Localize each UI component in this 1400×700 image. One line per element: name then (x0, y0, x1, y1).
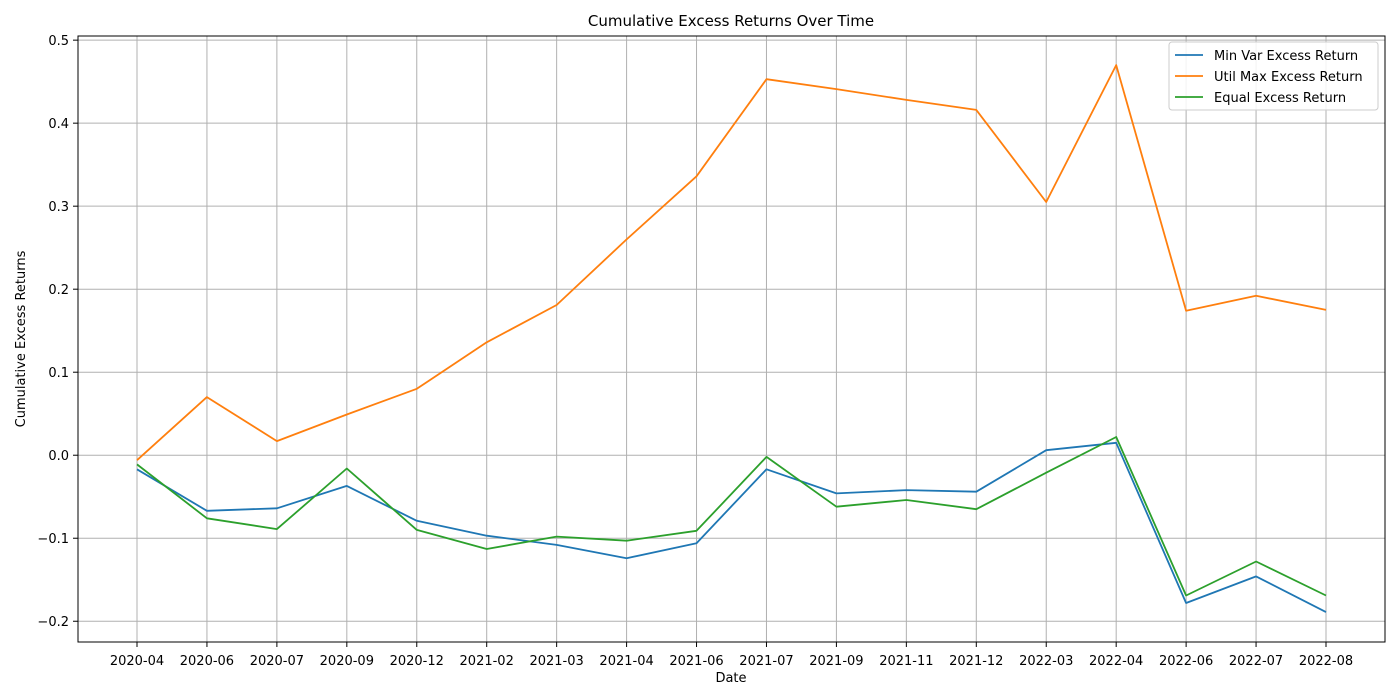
grid (78, 36, 1385, 642)
x-tick-label: 2021-02 (460, 654, 514, 669)
x-axis-title: Date (715, 671, 746, 686)
series-line-2 (136, 64, 1327, 461)
series-line-1 (136, 441, 1327, 613)
y-tick-label: −0.2 (37, 615, 69, 630)
y-tick-label: 0.2 (48, 283, 69, 298)
y-tick-label: 0.4 (48, 117, 69, 132)
x-tick-label: 2020-12 (390, 654, 444, 669)
legend-label: Util Max Excess Return (1214, 70, 1363, 85)
chart-title: Cumulative Excess Returns Over Time (588, 12, 874, 30)
x-tick-label: 2022-07 (1229, 654, 1283, 669)
legend-label: Min Var Excess Return (1214, 49, 1358, 64)
x-tick-label: 2022-03 (1019, 654, 1073, 669)
x-tick-label: 2022-08 (1299, 654, 1353, 669)
x-tick-label: 2021-06 (669, 654, 723, 669)
legend-box (1168, 41, 1379, 111)
x-tick-label: 2020-06 (180, 654, 234, 669)
x-tick-label: 2021-07 (739, 654, 793, 669)
y-axis-title: Cumulative Excess Returns (14, 250, 29, 427)
x-tick-label: 2020-07 (250, 654, 304, 669)
series-lines (136, 64, 1327, 613)
plot-frame (77, 35, 1386, 643)
y-tick-label: 0.1 (48, 366, 69, 381)
x-tick-label: 2021-09 (809, 654, 863, 669)
x-tick-label: 2021-04 (599, 654, 653, 669)
x-tick-label: 2020-04 (110, 654, 164, 669)
x-tick-label: 2020-09 (320, 654, 374, 669)
legend: Min Var Excess Return Util Max Excess Ret… (1168, 41, 1379, 111)
y-axis-ticks: −0.2 −0.1 0.0 0.1 0.2 0.3 0.4 0.5 (37, 34, 78, 630)
x-tick-label: 2021-12 (949, 654, 1003, 669)
y-tick-label: 0.5 (48, 34, 69, 49)
y-tick-label: 0.3 (48, 200, 69, 215)
x-axis-ticks: 2020-04 2020-06 2020-07 2020-09 2020-12 2021-… (110, 642, 1353, 669)
series-line-3 (136, 436, 1327, 597)
x-tick-label: 2022-04 (1089, 654, 1143, 669)
x-tick-label: 2022-06 (1159, 654, 1213, 669)
y-tick-label: −0.1 (37, 532, 69, 547)
x-tick-label: 2021-11 (879, 654, 933, 669)
y-tick-label: 0.0 (48, 449, 69, 464)
x-tick-label: 2021-03 (529, 654, 583, 669)
legend-label: Equal Excess Return (1214, 91, 1346, 106)
